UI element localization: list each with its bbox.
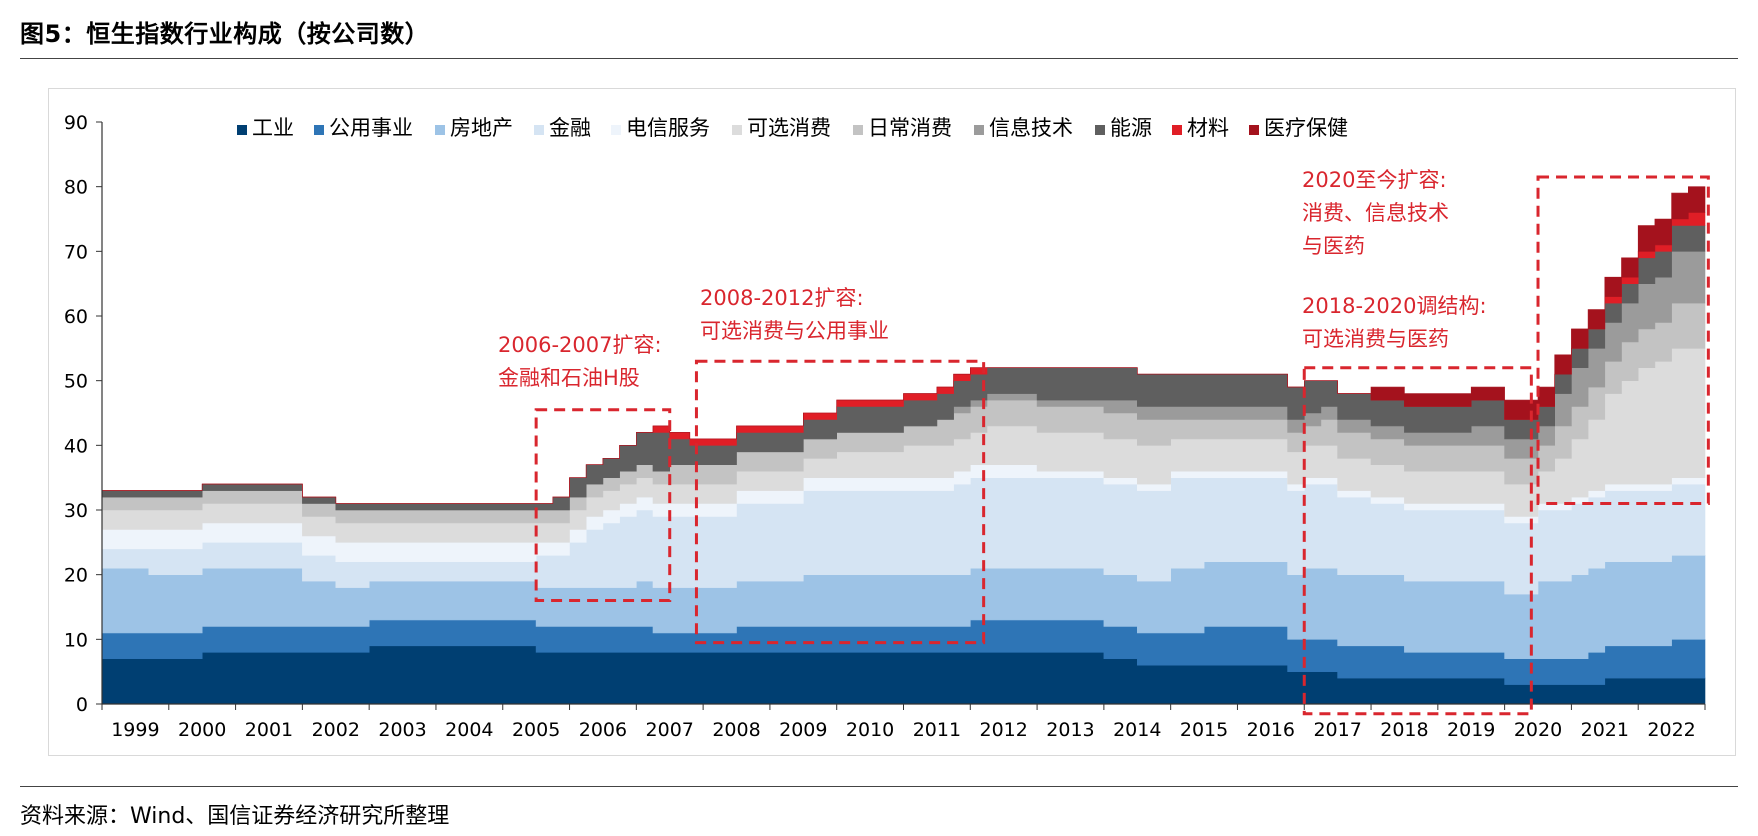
y-tick-label: 60 (64, 306, 88, 328)
x-tick-label: 2009 (779, 719, 827, 741)
legend-swatch-discretionary (732, 125, 742, 135)
legend-swatch-it (974, 125, 984, 135)
legend-label-finance: 金融 (549, 116, 591, 140)
legend-swatch-staples (853, 125, 863, 135)
x-tick-label: 2021 (1581, 719, 1629, 741)
x-tick-label: 2020 (1514, 719, 1562, 741)
x-tick-label: 1999 (111, 719, 159, 741)
annotation-box-3 (1302, 366, 1533, 716)
page-title: 图5：恒生指数行业构成（按公司数） (20, 20, 430, 48)
legend-swatch-finance (534, 125, 544, 135)
annotation-box-2 (694, 359, 986, 645)
annotation-text-3: 2018-2020调结构: (1302, 294, 1487, 318)
x-tick-label: 2003 (378, 719, 426, 741)
annotation-text-4: 与医药 (1302, 234, 1365, 258)
legend-label-telecom: 电信服务 (626, 116, 710, 140)
x-tick-label: 2019 (1447, 719, 1495, 741)
legend-label-realestate: 房地产 (450, 116, 513, 140)
chart-areas (101, 186, 1706, 705)
legend-swatch-realestate (435, 125, 445, 135)
x-tick-label: 2000 (178, 719, 226, 741)
annotation-text-4: 2020至今扩容: (1302, 168, 1447, 192)
x-tick-label: 2007 (646, 719, 694, 741)
legend-swatch-industrial (237, 125, 247, 135)
y-tick-label: 50 (64, 371, 88, 393)
y-tick-label: 0 (76, 694, 88, 716)
title-divider (20, 58, 1738, 59)
chart-axes: 0 10 20 30 40 50 60 70 80 90 1999 2000 2001 2002 2003 2… (64, 112, 1706, 741)
x-tick-label: 2010 (846, 719, 894, 741)
x-tick-label: 2015 (1180, 719, 1228, 741)
x-tick-label: 2022 (1647, 719, 1695, 741)
annotation-text-1: 2006-2007扩容: (498, 333, 662, 357)
y-tick-label: 90 (64, 112, 88, 134)
legend-swatch-healthcare (1249, 125, 1259, 135)
y-tick-label: 40 (64, 435, 88, 457)
legend-label-it: 信息技术 (989, 116, 1073, 140)
legend-swatch-materials (1172, 125, 1182, 135)
annotation-text-3: 可选消费与医药 (1302, 327, 1449, 351)
x-tick-label: 2017 (1313, 719, 1361, 741)
legend-label-staples: 日常消费 (868, 116, 952, 140)
y-tick-label: 10 (64, 629, 88, 651)
legend-swatch-energy (1095, 125, 1105, 135)
annotation-text-2: 2008-2012扩容: (700, 286, 864, 310)
x-tick-label: 2016 (1247, 719, 1295, 741)
legend-label-discretionary: 可选消费 (747, 116, 831, 140)
legend-swatch-telecom (611, 125, 621, 135)
source-divider (20, 786, 1738, 787)
annotation-text-1: 金融和石油H股 (498, 366, 640, 390)
y-tick-label: 80 (64, 177, 88, 199)
x-tick-label: 2006 (579, 719, 627, 741)
x-tick-label: 2001 (245, 719, 293, 741)
legend-label-industrial: 工业 (252, 116, 294, 140)
y-tick-label: 70 (64, 241, 88, 263)
legend-label-utilities: 公用事业 (329, 116, 413, 140)
legend-label-energy: 能源 (1110, 116, 1152, 140)
area-healthcare (102, 186, 1706, 504)
legend-swatch-utilities (314, 125, 324, 135)
y-tick-label: 30 (64, 500, 88, 522)
legend-label-healthcare: 医疗保健 (1264, 116, 1348, 140)
annotation-text-2: 可选消费与公用事业 (700, 319, 889, 343)
x-tick-label: 2014 (1113, 719, 1161, 741)
x-tick-label: 2012 (980, 719, 1028, 741)
y-tick-label: 20 (64, 565, 88, 587)
x-tick-label: 2013 (1046, 719, 1094, 741)
legend-label-materials: 材料 (1187, 116, 1229, 140)
x-tick-label: 2011 (913, 719, 961, 741)
x-tick-label: 2008 (712, 719, 760, 741)
x-tick-label: 2004 (445, 719, 493, 741)
chart-annotations: 2006-2007扩容: 金融和石油H股 2008-2012扩容: 可选消费与公用事业… (498, 168, 1710, 716)
annotation-text-4: 消费、信息技术 (1302, 201, 1449, 225)
x-tick-label: 2005 (512, 719, 560, 741)
x-tick-label: 2002 (312, 719, 360, 741)
chart-legend: 工业 公用事业 房地产 金融 电信服务 可选消费 日常消费 信息技术 能源 材料 医疗保健 (237, 116, 1348, 140)
source-note: 资料来源：Wind、国信证券经济研究所整理 (20, 804, 450, 829)
x-tick-label: 2018 (1380, 719, 1428, 741)
annotation-box-4 (1536, 175, 1710, 506)
